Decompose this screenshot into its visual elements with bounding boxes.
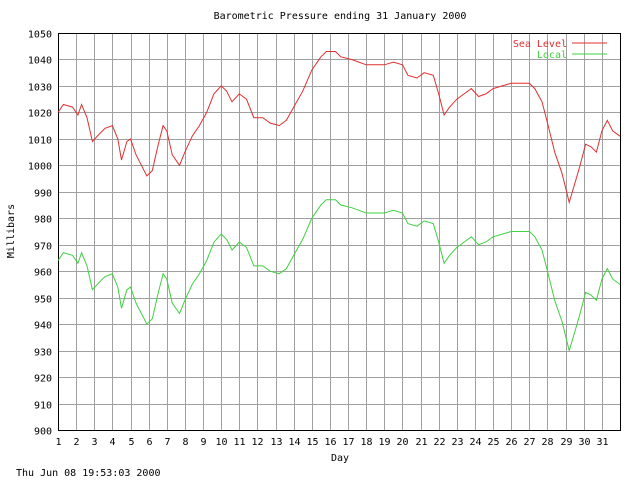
x-tick-label: 31 [596,437,608,448]
x-tick-label: 21 [415,437,427,448]
y-tick-label: 900 [34,427,52,438]
y-tick-label: 960 [34,268,52,279]
x-tick-label: 22 [433,437,445,448]
legend-label: Local [537,50,567,61]
x-tick-label: 4 [109,437,115,448]
x-tick-label: 24 [469,437,481,448]
x-tick-label: 1 [55,437,61,448]
x-tick-label: 16 [324,437,336,448]
x-tick-label: 7 [164,437,170,448]
x-tick-label: 19 [378,437,390,448]
footer: Thu Jun 08 19:53:03 2000 [16,468,161,479]
y-tick-label: 970 [34,242,52,253]
chart-title: Barometric Pressure ending 31 January 20… [214,11,467,22]
x-tick-label: 23 [451,437,463,448]
x-tick-label: 15 [306,437,318,448]
x-tick-label: 28 [541,437,553,448]
y-tick-label: 1050 [28,30,52,41]
x-tick-label: 10 [215,437,227,448]
x-tick-label: 6 [146,437,152,448]
y-tick-label: 1000 [28,162,52,173]
x-tick-label: 12 [251,437,263,448]
x-tick-label: 3 [91,437,97,448]
x-tick-label: 27 [523,437,535,448]
x-tick-label: 17 [342,437,354,448]
y-tick-label: 980 [34,215,52,226]
legend-label: Sea Level [513,39,567,50]
x-tick-label: 2 [73,437,79,448]
y-tick-label: 910 [34,401,52,412]
y-tick-label: 950 [34,295,52,306]
x-tick-label: 9 [200,437,206,448]
x-tick-label: 8 [182,437,188,448]
plot-frame [58,33,621,431]
x-tick-label: 29 [560,437,572,448]
y-tick-label: 1020 [28,109,52,120]
y-tick-label: 1040 [28,56,52,67]
y-tick-label: 1010 [28,136,52,147]
x-axis-label: Day [331,453,349,464]
series-line [57,51,621,205]
x-tick-label: 14 [288,437,300,448]
y-tick-label: 930 [34,348,52,359]
x-tick-label: 13 [270,437,282,448]
y-axis-label: Millibars [6,204,17,258]
x-tick-label: 11 [233,437,245,448]
x-tick-label: 30 [578,437,590,448]
x-tick-label: 18 [360,437,372,448]
x-tick-label: 5 [128,437,134,448]
y-tick-label: 940 [34,321,52,332]
y-tick-label: 1030 [28,83,52,94]
y-tick-label: 920 [34,374,52,385]
x-tick-label: 26 [505,437,517,448]
x-tick-label: 20 [396,437,408,448]
y-tick-label: 990 [34,189,52,200]
x-tick-label: 25 [487,437,499,448]
series-line [57,199,621,353]
